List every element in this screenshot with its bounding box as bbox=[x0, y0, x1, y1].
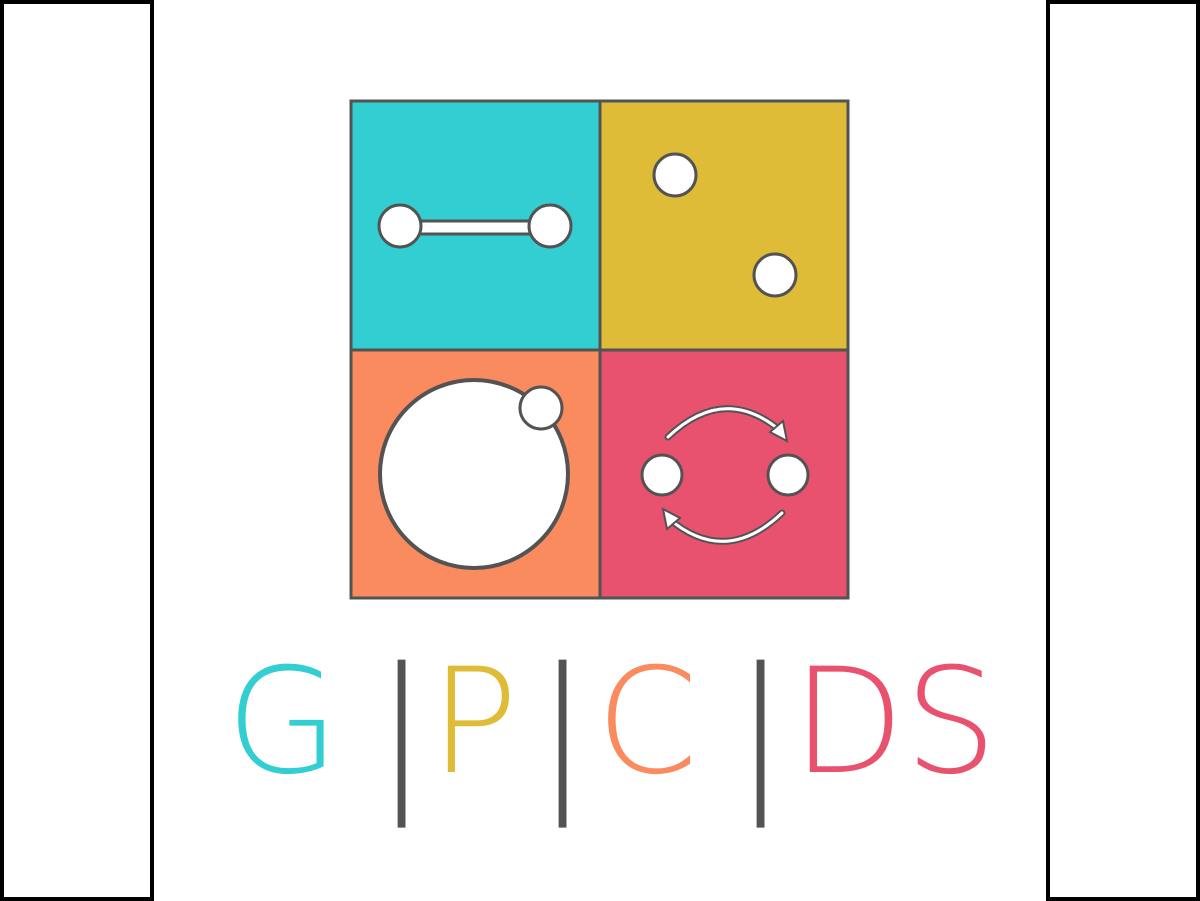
scattered-dots-icon bbox=[652, 152, 798, 298]
quadrant-gold bbox=[600, 101, 848, 350]
exchange-cycle-icon bbox=[640, 405, 810, 545]
connected-nodes-icon bbox=[377, 203, 573, 249]
quadrant-rose bbox=[600, 350, 848, 598]
orbit-circle-icon bbox=[378, 378, 570, 570]
